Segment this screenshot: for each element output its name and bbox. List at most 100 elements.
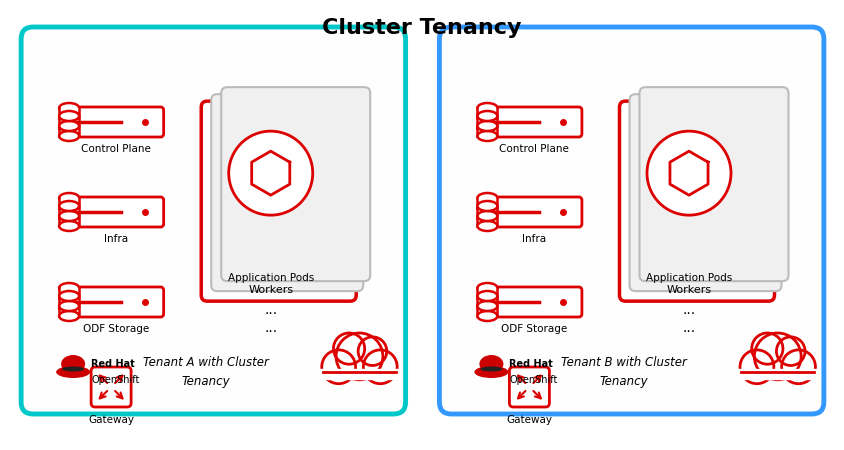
Bar [477, 128, 497, 136]
Text: Cluster Tenancy: Cluster Tenancy [322, 18, 521, 38]
Text: Red Hat: Red Hat [509, 359, 553, 369]
FancyBboxPatch shape [91, 367, 131, 407]
Ellipse shape [477, 201, 497, 211]
Ellipse shape [477, 123, 497, 133]
Ellipse shape [477, 103, 497, 113]
Text: ODF Storage: ODF Storage [83, 324, 149, 334]
FancyBboxPatch shape [211, 94, 363, 291]
Bar [477, 108, 497, 116]
Bar [59, 208, 79, 216]
FancyBboxPatch shape [68, 197, 164, 227]
Ellipse shape [59, 103, 79, 113]
Ellipse shape [477, 121, 497, 131]
Ellipse shape [477, 113, 497, 123]
Bar [59, 288, 79, 296]
Ellipse shape [59, 293, 79, 303]
Circle shape [322, 350, 355, 384]
Ellipse shape [477, 221, 497, 231]
Ellipse shape [479, 366, 503, 374]
Bar [477, 288, 497, 296]
Bar [59, 198, 79, 206]
Text: ...: ... [682, 303, 695, 317]
Ellipse shape [59, 291, 79, 301]
Text: ...: ... [682, 321, 695, 335]
Bar [477, 118, 497, 126]
Ellipse shape [59, 301, 79, 311]
Circle shape [358, 337, 387, 365]
Bar [59, 128, 79, 136]
Ellipse shape [61, 366, 85, 374]
Text: Control Plane: Control Plane [499, 144, 569, 154]
Text: ODF Storage: ODF Storage [500, 324, 567, 334]
Ellipse shape [59, 311, 79, 321]
Text: Infra: Infra [104, 234, 128, 244]
Ellipse shape [59, 221, 79, 231]
Ellipse shape [477, 131, 497, 141]
Ellipse shape [59, 213, 79, 223]
FancyBboxPatch shape [201, 101, 356, 301]
Circle shape [647, 131, 730, 215]
Ellipse shape [477, 211, 497, 221]
Circle shape [229, 131, 312, 215]
Text: Tenant B with Cluster
Tenancy: Tenant B with Cluster Tenancy [560, 356, 686, 387]
Circle shape [751, 333, 782, 364]
Circle shape [754, 333, 800, 380]
Text: OpenShift: OpenShift [509, 375, 557, 385]
FancyBboxPatch shape [68, 287, 164, 317]
Bar [477, 298, 497, 306]
Ellipse shape [59, 131, 79, 141]
Ellipse shape [62, 366, 84, 372]
Bar [477, 208, 497, 216]
Text: Gateway: Gateway [88, 415, 134, 425]
Circle shape [776, 337, 804, 365]
Ellipse shape [59, 201, 79, 211]
Ellipse shape [477, 203, 497, 213]
Bar [59, 298, 79, 306]
FancyBboxPatch shape [21, 27, 405, 414]
FancyBboxPatch shape [221, 87, 370, 281]
Ellipse shape [59, 193, 79, 203]
FancyBboxPatch shape [486, 197, 582, 227]
Text: Gateway: Gateway [506, 415, 552, 425]
Text: Workers: Workers [666, 285, 711, 295]
Ellipse shape [477, 293, 497, 303]
Ellipse shape [56, 366, 90, 378]
Circle shape [333, 333, 365, 364]
FancyBboxPatch shape [486, 107, 582, 137]
Ellipse shape [477, 213, 497, 223]
Ellipse shape [59, 303, 79, 313]
Ellipse shape [473, 366, 508, 378]
Text: Red Hat: Red Hat [91, 359, 135, 369]
Bar [59, 118, 79, 126]
Text: Workers: Workers [248, 285, 293, 295]
Ellipse shape [477, 283, 497, 293]
Ellipse shape [59, 121, 79, 131]
FancyBboxPatch shape [639, 87, 787, 281]
Text: ...: ... [264, 321, 277, 335]
Ellipse shape [479, 355, 503, 373]
Text: Infra: Infra [522, 234, 546, 244]
Ellipse shape [477, 303, 497, 313]
Bar [59, 108, 79, 116]
Ellipse shape [59, 203, 79, 213]
Ellipse shape [480, 366, 502, 372]
Ellipse shape [477, 291, 497, 301]
Text: OpenShift: OpenShift [91, 375, 139, 385]
Text: Control Plane: Control Plane [81, 144, 151, 154]
Circle shape [739, 350, 773, 384]
FancyBboxPatch shape [439, 27, 823, 414]
Ellipse shape [477, 193, 497, 203]
Ellipse shape [59, 111, 79, 121]
Circle shape [363, 350, 397, 384]
Ellipse shape [61, 355, 85, 373]
Ellipse shape [59, 113, 79, 123]
Bar [59, 218, 79, 226]
Text: Application Pods: Application Pods [645, 273, 731, 283]
Text: Application Pods: Application Pods [227, 273, 313, 283]
Ellipse shape [477, 311, 497, 321]
Text: ...: ... [264, 303, 277, 317]
Ellipse shape [477, 301, 497, 311]
FancyBboxPatch shape [619, 101, 774, 301]
Bar [477, 198, 497, 206]
Bar [477, 218, 497, 226]
